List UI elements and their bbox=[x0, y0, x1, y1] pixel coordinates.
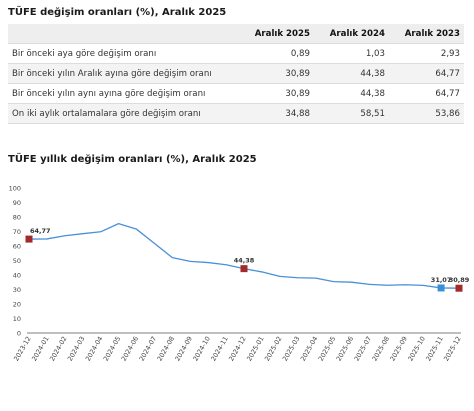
data-label: 64,77 bbox=[30, 227, 51, 235]
table-cell: 64,77 bbox=[388, 63, 464, 84]
row-label: On iki aylık ortalamalara göre değişim o… bbox=[8, 103, 239, 124]
table-row: On iki aylık ortalamalara göre değişim o… bbox=[8, 103, 464, 124]
table-cell: 44,38 bbox=[313, 83, 389, 104]
data-point-marker bbox=[455, 284, 463, 292]
y-tick-label: 100 bbox=[9, 184, 21, 192]
table-row: Bir önceki yılın aynı ayına göre değişim… bbox=[8, 83, 464, 104]
table-cell: 44,38 bbox=[313, 63, 389, 84]
data-point-marker bbox=[240, 265, 248, 273]
table-cell: 1,03 bbox=[313, 43, 389, 64]
y-tick-label: 60 bbox=[13, 242, 21, 250]
data-label: 30,89 bbox=[449, 276, 470, 284]
chart-title: TÜFE yıllık değişim oranları (%), Aralık… bbox=[8, 154, 257, 165]
row-label: Bir önceki aya göre değişim oranı bbox=[8, 43, 239, 64]
y-tick-label: 40 bbox=[13, 271, 21, 279]
y-tick-label: 10 bbox=[13, 315, 21, 323]
row-label: Bir önceki yılın aynı ayına göre değişim… bbox=[8, 83, 239, 104]
rates-table: Aralık 2025 Aralık 2024 Aralık 2023 Bir … bbox=[8, 24, 464, 124]
y-tick-label: 20 bbox=[13, 300, 21, 308]
table-title: TÜFE değişim oranları (%), Aralık 2025 bbox=[8, 7, 227, 18]
table-header-row: Aralık 2025 Aralık 2024 Aralık 2023 bbox=[8, 24, 464, 44]
row-label: Bir önceki yılın Aralık ayına göre değiş… bbox=[8, 63, 239, 84]
table-cell: 58,51 bbox=[313, 103, 389, 124]
y-tick-label: 80 bbox=[13, 213, 21, 221]
table-row: Bir önceki yılın Aralık ayına göre değiş… bbox=[8, 63, 464, 84]
table-cell: 34,88 bbox=[238, 103, 314, 124]
data-point-marker bbox=[437, 284, 445, 292]
y-tick-label: 0 bbox=[17, 329, 21, 337]
table-row: Bir önceki aya göre değişim oranı 0,89 1… bbox=[8, 43, 464, 64]
table-cell: 53,86 bbox=[388, 103, 464, 124]
y-tick-label: 70 bbox=[13, 228, 21, 236]
y-tick-label: 30 bbox=[13, 286, 21, 294]
column-header bbox=[8, 24, 239, 44]
data-label: 44,38 bbox=[234, 257, 255, 265]
table-cell: 30,89 bbox=[238, 63, 314, 84]
table-cell: 64,77 bbox=[388, 83, 464, 104]
column-header: Aralık 2023 bbox=[388, 24, 464, 44]
table-cell: 2,93 bbox=[388, 43, 464, 64]
column-header: Aralık 2024 bbox=[313, 24, 389, 44]
x-tick-label: 2025-12 bbox=[442, 335, 463, 363]
data-label: 31,07 bbox=[431, 276, 452, 284]
data-point-marker bbox=[25, 235, 33, 243]
cpi-line-chart: 01020304050607080901002023-122024-012024… bbox=[9, 184, 470, 363]
table-cell: 30,89 bbox=[238, 83, 314, 104]
column-header: Aralık 2025 bbox=[238, 24, 314, 44]
y-tick-label: 90 bbox=[13, 199, 21, 207]
table-cell: 0,89 bbox=[238, 43, 314, 64]
y-tick-label: 50 bbox=[13, 257, 21, 265]
